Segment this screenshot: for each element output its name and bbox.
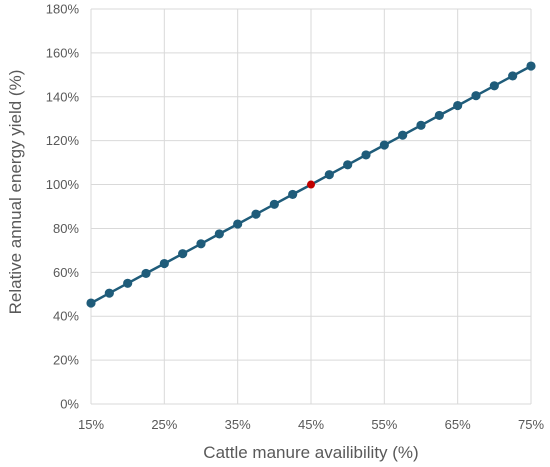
data-point bbox=[416, 120, 426, 130]
x-tick-label: 45% bbox=[298, 417, 324, 432]
data-point bbox=[398, 130, 408, 140]
x-tick-label: 15% bbox=[78, 417, 104, 432]
y-axis-title: Relative annual energy yield (%) bbox=[6, 70, 25, 315]
data-point bbox=[269, 199, 279, 209]
data-point bbox=[434, 110, 444, 121]
data-point bbox=[104, 288, 114, 298]
y-tick-label: 40% bbox=[53, 309, 79, 324]
data-point bbox=[489, 81, 499, 91]
x-tick-label: 75% bbox=[518, 417, 544, 432]
data-point bbox=[379, 140, 389, 150]
y-tick-label: 80% bbox=[53, 221, 79, 236]
data-point bbox=[526, 61, 536, 71]
data-point bbox=[361, 150, 371, 160]
y-tick-label: 100% bbox=[46, 177, 80, 192]
data-point bbox=[251, 209, 261, 219]
data-point bbox=[196, 239, 206, 249]
highlighted-data-point bbox=[307, 180, 315, 189]
x-tick-label: 35% bbox=[225, 417, 251, 432]
x-axis: 15% 25% 35% 45% 55% 65% 75% bbox=[78, 417, 544, 432]
data-point bbox=[343, 160, 353, 170]
y-tick-label: 180% bbox=[46, 2, 80, 17]
x-tick-label: 25% bbox=[151, 417, 177, 432]
data-point bbox=[471, 91, 481, 101]
data-point bbox=[324, 170, 334, 180]
data-point bbox=[123, 278, 133, 288]
x-tick-label: 55% bbox=[371, 417, 397, 432]
y-tick-label: 20% bbox=[53, 353, 79, 368]
y-tick-label: 140% bbox=[46, 89, 80, 104]
data-point bbox=[288, 189, 298, 200]
data-point bbox=[141, 268, 151, 279]
y-tick-label: 60% bbox=[53, 265, 79, 280]
y-tick-label: 120% bbox=[46, 133, 80, 148]
x-axis-title: Cattle manure availibility (%) bbox=[203, 443, 418, 462]
data-point bbox=[508, 71, 518, 81]
x-tick-label: 65% bbox=[445, 417, 471, 432]
data-point bbox=[86, 298, 96, 308]
y-tick-label: 0% bbox=[60, 397, 79, 412]
data-point bbox=[233, 219, 243, 229]
series-layer bbox=[86, 61, 536, 308]
y-tick-label: 160% bbox=[46, 45, 80, 60]
data-point bbox=[453, 100, 463, 111]
y-axis: 0% 20% 40% 60% 80% 100% 120% 140% 160% 180% bbox=[46, 2, 80, 412]
grid bbox=[90, 8, 532, 405]
data-point bbox=[214, 229, 224, 239]
data-point bbox=[159, 258, 169, 269]
data-point bbox=[178, 249, 188, 259]
